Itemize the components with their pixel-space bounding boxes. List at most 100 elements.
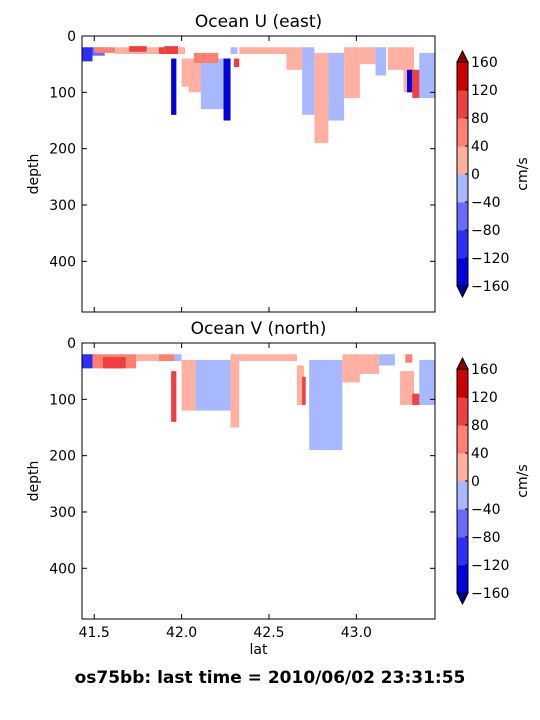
axes-frame	[81, 342, 436, 620]
data-cell-7	[178, 47, 186, 55]
colorbar-tick-label: 120	[471, 83, 498, 99]
data-cell-6	[171, 371, 177, 422]
colorbar-segment	[457, 369, 468, 398]
panel-ocean-u: Ocean U (east)0100200300400depth16012080…	[26, 12, 531, 313]
y-tick-label: 400	[49, 254, 76, 270]
data-cell-11	[296, 365, 304, 405]
data-cell-7	[181, 359, 196, 411]
data-cell-12	[302, 376, 306, 405]
chart-title: Ocean U (east)	[195, 12, 322, 32]
data-cell-17	[400, 371, 415, 405]
colorbar-tick-label: −160	[471, 279, 509, 295]
data-cell-16	[239, 47, 287, 55]
colorbar-tick-label: 0	[471, 474, 480, 490]
data-cell-4	[158, 354, 175, 362]
data-cell-21	[344, 47, 360, 98]
colorbar-segment	[457, 537, 468, 566]
data-cell-20	[328, 52, 345, 121]
data-cell-8	[171, 58, 177, 115]
data-cell-27	[412, 69, 422, 98]
footer-title: os75bb: last time = 2010/06/02 23:31:55	[75, 668, 466, 688]
data-cell-25	[403, 47, 415, 93]
colorbar-under-arrow	[456, 285, 469, 299]
data-cell-0	[82, 47, 93, 62]
colorbar-over-arrow	[456, 356, 469, 370]
colorbar-segment	[457, 425, 468, 454]
data-cell-18	[302, 47, 315, 115]
colorbar-label: cm/s	[515, 157, 531, 190]
data-cell-15	[359, 354, 380, 374]
y-tick-label: 200	[49, 449, 76, 465]
data-cell-22	[359, 47, 378, 65]
x-tick-label: 41.5	[79, 625, 110, 641]
y-tick-label: 0	[67, 336, 76, 352]
colorbar-tick-label: −40	[471, 195, 501, 211]
colorbar: 160 120 80 40 0 −40 −80 −120 −160 cm/s	[456, 49, 531, 299]
data-cell-5	[129, 46, 147, 52]
data-cell-14	[342, 354, 360, 383]
colorbar-segment	[457, 565, 468, 594]
data-cell-8	[195, 359, 231, 411]
colorbar-tick-label: 0	[471, 167, 480, 183]
y-tick-label: 400	[49, 561, 76, 577]
data-cell-0	[82, 354, 93, 369]
data-cell-2	[102, 357, 126, 369]
data-cell-12	[193, 52, 219, 64]
y-axis-label: depth	[26, 461, 42, 502]
colorbar-tick-label: 40	[471, 139, 489, 155]
colorbar-segment	[457, 481, 468, 510]
data-cell-18	[405, 354, 413, 363]
colorbar-segment	[457, 509, 468, 538]
colorbar-segment	[457, 146, 468, 175]
colorbar-segment	[457, 258, 468, 287]
data-cell-10	[188, 58, 203, 93]
axes-frame	[81, 35, 436, 313]
colorbar-segment	[457, 174, 468, 203]
y-axis-label: depth	[26, 154, 42, 195]
data-cell-28	[419, 52, 435, 98]
x-tick-label: 42.5	[253, 625, 284, 641]
data-cell-6	[164, 46, 179, 55]
colorbar-tick-label: −80	[471, 530, 501, 546]
colorbar-over-arrow	[456, 49, 469, 63]
colorbar-segment	[457, 453, 468, 482]
colorbar-tick-label: −40	[471, 502, 501, 518]
colorbar-label: cm/s	[515, 464, 531, 497]
colorbar-tick-label: 80	[471, 111, 489, 127]
colorbar-segment	[457, 90, 468, 119]
colorbar-segment	[457, 230, 468, 259]
colorbar-segment	[457, 118, 468, 147]
colorbar-tick-label: −120	[471, 558, 509, 574]
colorbar-tick-label: −160	[471, 586, 509, 602]
colorbar-tick-label: 120	[471, 390, 498, 406]
y-tick-label: 300	[49, 198, 76, 214]
data-cell-9	[230, 354, 240, 428]
colorbar-tick-label: 40	[471, 446, 489, 462]
data-cell-9	[181, 58, 189, 87]
data-layer	[82, 354, 435, 451]
colorbar-tick-label: 160	[471, 55, 498, 71]
data-cell-16	[379, 354, 395, 366]
data-cell-13	[309, 359, 343, 451]
colorbar-tick-label: 160	[471, 362, 498, 378]
data-cell-13	[223, 58, 231, 121]
data-cell-20	[419, 359, 435, 405]
data-cell-11	[200, 58, 226, 110]
colorbar-tick-label: −120	[471, 251, 509, 267]
colorbar-segment	[457, 62, 468, 91]
data-cell-4	[158, 47, 165, 55]
data-cell-19	[412, 393, 422, 405]
chart-title: Ocean V (north)	[191, 319, 327, 339]
colorbar-segment	[457, 397, 468, 426]
data-layer	[82, 46, 435, 144]
data-cell-24	[387, 47, 404, 70]
data-cell-14	[230, 47, 238, 55]
data-cell-17	[286, 47, 304, 70]
y-tick-label: 100	[49, 85, 76, 101]
y-tick-label: 100	[49, 392, 76, 408]
x-tick-label: 43.0	[341, 625, 372, 641]
data-cell-26	[407, 69, 413, 93]
y-tick-label: 0	[67, 29, 76, 45]
